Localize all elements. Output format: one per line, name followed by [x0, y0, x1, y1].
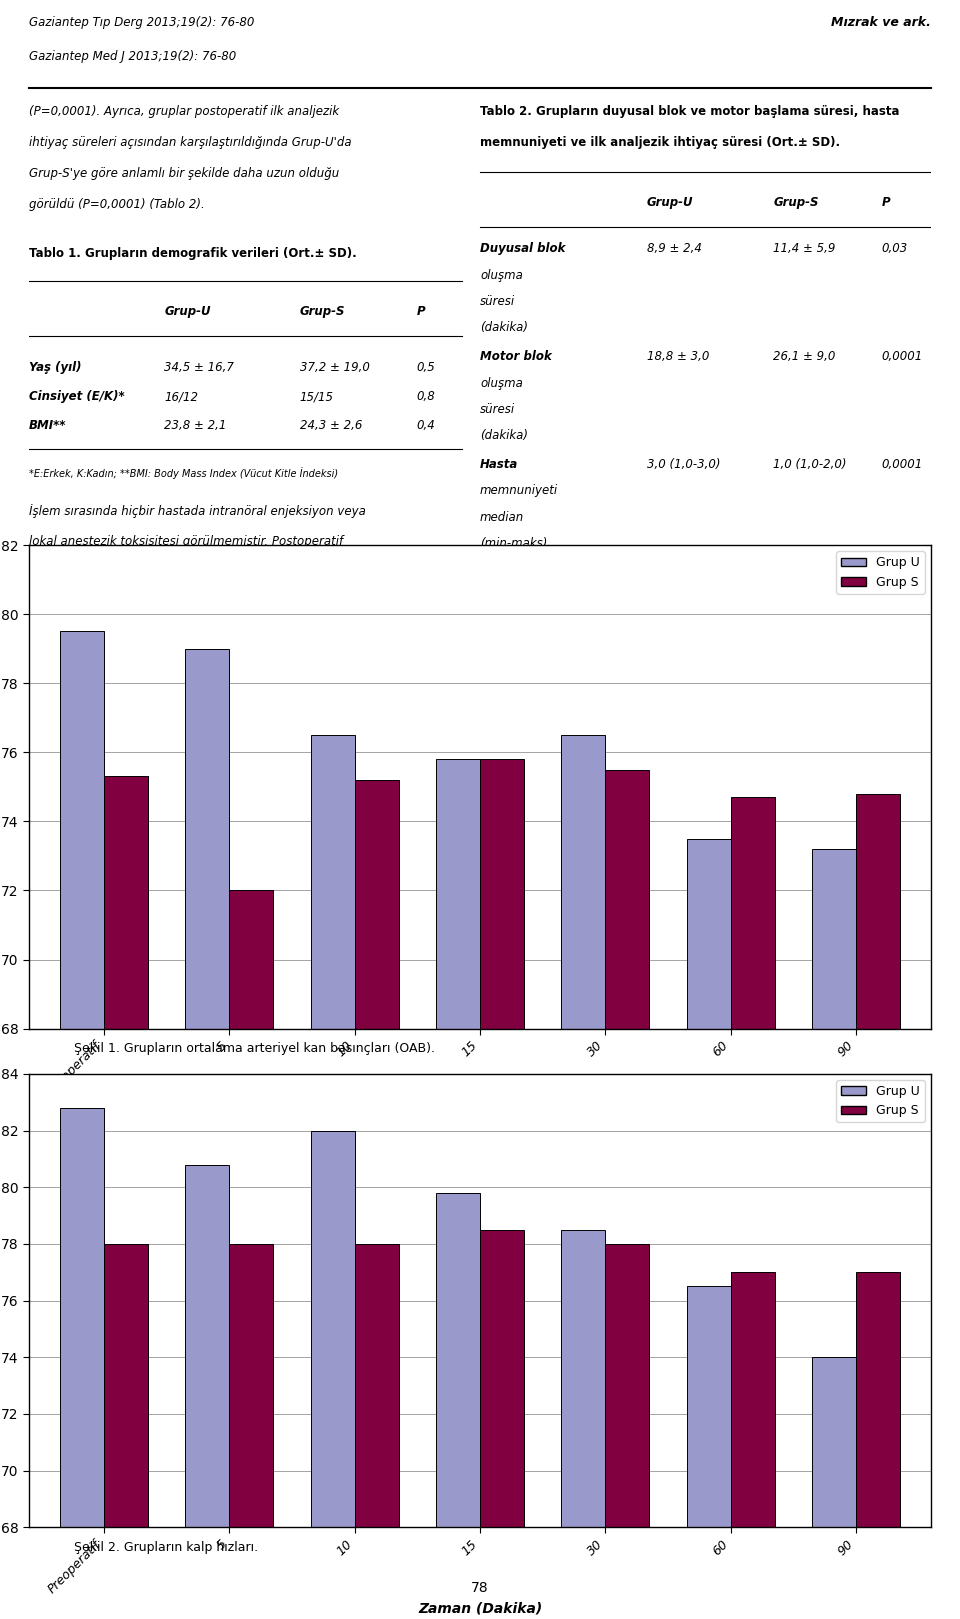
Bar	[354, 1243, 398, 1619]
Text: BMI**: BMI**	[29, 419, 66, 432]
Text: Mızrak ve ark.: Mızrak ve ark.	[831, 16, 931, 29]
Bar	[185, 1164, 229, 1619]
Text: 23,8 ± 2,1: 23,8 ± 2,1	[164, 419, 227, 432]
Text: Grup-U: Grup-U	[647, 196, 693, 209]
Text: 8,9 ± 2,4: 8,9 ± 2,4	[647, 243, 702, 256]
Bar	[562, 1230, 606, 1619]
Text: P: P	[417, 306, 425, 319]
Text: Yaş (yıl): Yaş (yıl)	[29, 361, 82, 374]
Text: *E:Erkek, K:Kadın; **BMI: Body Mass Index (Vücut Kitle İndeksi): *E:Erkek, K:Kadın; **BMI: Body Mass Inde…	[29, 468, 338, 479]
Text: 0,0001: 0,0001	[881, 458, 923, 471]
Text: 78: 78	[471, 1580, 489, 1595]
Text: (dakika): (dakika)	[480, 321, 528, 334]
Text: Gaziantep Med J 2013;19(2): 76-80: Gaziantep Med J 2013;19(2): 76-80	[29, 50, 236, 63]
Text: görüldü (P=0,0001) (Tablo 2).: görüldü (P=0,0001) (Tablo 2).	[29, 198, 204, 210]
Text: süresi: süresi	[480, 618, 516, 631]
Text: 16/12: 16/12	[164, 390, 198, 403]
Bar	[229, 890, 274, 1619]
Bar	[606, 769, 649, 1619]
Text: oluşma: oluşma	[480, 377, 523, 390]
Bar	[60, 631, 104, 1619]
Text: 0,0001: 0,0001	[881, 567, 923, 580]
Text: ihtiyacı: ihtiyacı	[480, 593, 522, 606]
Text: Cinsiyet (E/K)*: Cinsiyet (E/K)*	[29, 390, 125, 403]
Text: P: P	[881, 196, 890, 209]
Text: 0,0001: 0,0001	[881, 350, 923, 363]
Bar	[311, 735, 354, 1619]
Bar	[354, 780, 398, 1619]
Text: 34,5 ± 16,7: 34,5 ± 16,7	[164, 361, 234, 374]
Bar	[229, 1243, 274, 1619]
Text: (P=0,0001). Ayrıca, gruplar postoperatif ilk analjezik: (P=0,0001). Ayrıca, gruplar postoperatif…	[29, 105, 339, 118]
Text: Şekil 1. Grupların ortalama arteriyel kan basınçları (OAB).: Şekil 1. Grupların ortalama arteriyel ka…	[74, 1043, 435, 1056]
Text: Grup-S'ye göre anlamlı bir şekilde daha uzun olduğu: Grup-S'ye göre anlamlı bir şekilde daha …	[29, 167, 339, 180]
Text: 15/15: 15/15	[300, 390, 333, 403]
Text: süresi: süresi	[480, 295, 516, 308]
Text: 0,5: 0,5	[417, 361, 436, 374]
Text: 217,6 ± 74,2: 217,6 ± 74,2	[773, 567, 851, 580]
Text: Hasta: Hasta	[480, 458, 518, 471]
Text: (dakika): (dakika)	[480, 429, 528, 442]
Text: Gaziantep Tıp Derg 2013;19(2): 76-80: Gaziantep Tıp Derg 2013;19(2): 76-80	[29, 16, 254, 29]
Text: oluşma: oluşma	[480, 269, 523, 282]
Bar	[480, 1230, 524, 1619]
Bar	[731, 797, 775, 1619]
Bar	[185, 649, 229, 1619]
Text: İlk analjezik: İlk analjezik	[480, 567, 560, 581]
Text: 1,0 (1,0-2,0): 1,0 (1,0-2,0)	[773, 458, 847, 471]
Bar	[686, 1287, 731, 1619]
Text: 398,3 ± 95,6: 398,3 ± 95,6	[647, 567, 724, 580]
Bar	[562, 735, 606, 1619]
Text: Şekil 2. Grupların kalp hızları.: Şekil 2. Grupların kalp hızları.	[74, 1541, 258, 1554]
Text: Grup-S: Grup-S	[773, 196, 819, 209]
Text: lokal anestezik toksisitesi görülmemiştir. Postoperatif: lokal anestezik toksisitesi görülmemişti…	[29, 534, 343, 547]
Text: (dakika): (dakika)	[480, 644, 528, 657]
Bar	[606, 1243, 649, 1619]
Text: 0,4: 0,4	[417, 419, 436, 432]
Text: dönemde de hastalarda önemli bir nörolojik: dönemde de hastalarda önemli bir nöroloj…	[29, 565, 287, 580]
Bar	[436, 1193, 480, 1619]
Text: 37,2 ± 19,0: 37,2 ± 19,0	[300, 361, 370, 374]
Bar	[812, 848, 856, 1619]
Text: İşlem sırasında hiçbir hastada intranöral enjeksiyon veya: İşlem sırasında hiçbir hastada intranöra…	[29, 504, 366, 518]
Bar	[60, 1107, 104, 1619]
Bar	[856, 1273, 900, 1619]
Text: Grup-S: Grup-S	[300, 306, 345, 319]
Text: 18,8 ± 3,0: 18,8 ± 3,0	[647, 350, 709, 363]
Text: komplikasyon gelişmemiştir. Her iki gruptaki hastaların: komplikasyon gelişmemiştir. Her iki grup…	[29, 597, 353, 610]
Bar	[686, 839, 731, 1619]
Bar	[731, 1273, 775, 1619]
Legend: Grup U, Grup S: Grup U, Grup S	[836, 1080, 924, 1122]
Text: ihtiyaç süreleri açısından karşılaştırıldığında Grup-U'da: ihtiyaç süreleri açısından karşılaştırıl…	[29, 136, 351, 149]
Bar	[104, 1243, 148, 1619]
Text: Motor blok: Motor blok	[480, 350, 552, 363]
Text: median: median	[480, 510, 524, 523]
Text: Duyusal blok: Duyusal blok	[480, 243, 565, 256]
Text: Grup-U: Grup-U	[164, 306, 210, 319]
Text: Tablo 2. Grupların duyusal blok ve motor başlama süresi, hasta: Tablo 2. Grupların duyusal blok ve motor…	[480, 105, 900, 118]
Text: 24,3 ± 2,6: 24,3 ± 2,6	[300, 419, 362, 432]
X-axis label: Zaman (Dakika): Zaman (Dakika)	[418, 1103, 542, 1117]
Legend: Grup U, Grup S: Grup U, Grup S	[836, 552, 924, 594]
Text: 3,0 (1,0-3,0): 3,0 (1,0-3,0)	[647, 458, 720, 471]
Text: 0,8: 0,8	[417, 390, 436, 403]
Text: (min-maks): (min-maks)	[480, 538, 547, 550]
Text: memnuniyeti ve ilk analjezik ihtiyaç süresi (Ort.± SD).: memnuniyeti ve ilk analjezik ihtiyaç sür…	[480, 136, 840, 149]
Text: Tablo 1. Grupların demografik verileri (Ort.± SD).: Tablo 1. Grupların demografik verileri (…	[29, 246, 356, 259]
Text: 11,4 ± 5,9: 11,4 ± 5,9	[773, 243, 835, 256]
Bar	[311, 1130, 354, 1619]
Bar	[104, 777, 148, 1619]
Text: 26,1 ± 9,0: 26,1 ± 9,0	[773, 350, 835, 363]
Text: 0,03: 0,03	[881, 243, 908, 256]
Bar	[856, 793, 900, 1619]
Bar	[480, 759, 524, 1619]
Text: memnuniyeti: memnuniyeti	[480, 484, 558, 497]
X-axis label: Zaman (Dakika): Zaman (Dakika)	[418, 1601, 542, 1616]
Bar	[436, 759, 480, 1619]
Text: süresi: süresi	[480, 403, 516, 416]
Bar	[812, 1357, 856, 1619]
Text: hemen hemen tamamında Horner Sendromu gelişmiştir.: hemen hemen tamamında Horner Sendromu ge…	[29, 628, 362, 641]
